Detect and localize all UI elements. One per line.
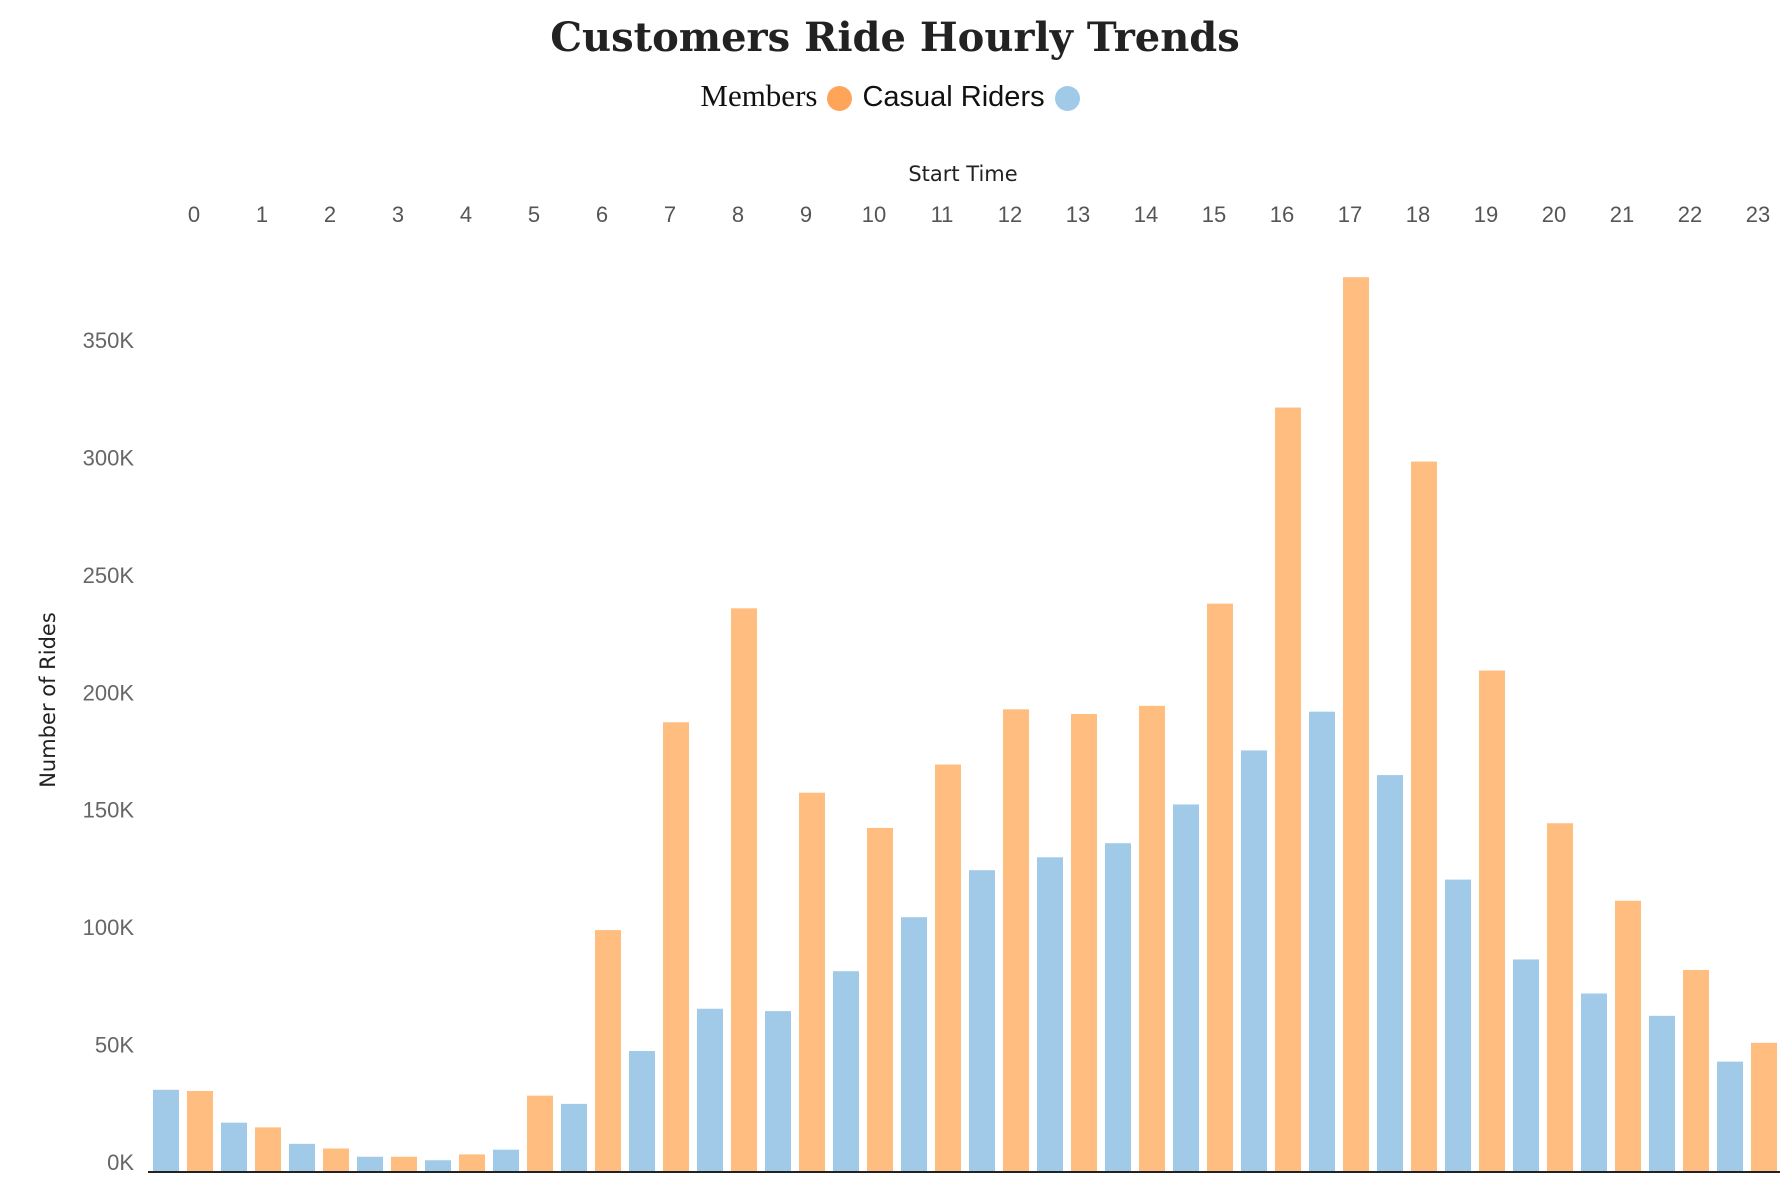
y-tick-label: 200K (83, 680, 135, 705)
bar-casual-riders-hour-4[interactable] (425, 1160, 451, 1172)
bar-members-hour-5[interactable] (527, 1095, 553, 1172)
y-tick-label: 0K (107, 1150, 134, 1175)
bar-casual-riders-hour-6[interactable] (561, 1103, 587, 1172)
x-tick-label: 15 (1202, 202, 1226, 227)
y-tick-label: 150K (83, 798, 135, 823)
bar-casual-riders-hour-8[interactable] (697, 1008, 723, 1172)
x-tick-label: 12 (998, 202, 1022, 227)
y-axis-title: Number of Rides (36, 612, 60, 788)
bar-casual-riders-hour-14[interactable] (1105, 843, 1131, 1172)
x-tick-label: 6 (596, 202, 608, 227)
x-tick-label: 8 (732, 202, 744, 227)
bar-casual-riders-hour-2[interactable] (289, 1143, 315, 1172)
bar-casual-riders-hour-17[interactable] (1309, 711, 1335, 1172)
x-tick-label: 10 (862, 202, 886, 227)
bar-members-hour-17[interactable] (1343, 277, 1369, 1172)
bar-casual-riders-hour-23[interactable] (1717, 1061, 1743, 1172)
bar-members-hour-0[interactable] (187, 1090, 213, 1172)
bar-members-hour-22[interactable] (1683, 970, 1709, 1172)
y-tick-label: 300K (83, 445, 135, 470)
legend-swatch-members (827, 86, 853, 111)
bar-members-hour-9[interactable] (799, 792, 825, 1172)
legend-swatch-casual-riders (1054, 86, 1080, 111)
x-tick-label: 17 (1338, 202, 1362, 227)
x-tick-label: 13 (1066, 202, 1090, 227)
x-tick-label: 3 (392, 202, 404, 227)
x-tick-label: 5 (528, 202, 540, 227)
x-tick-label: 21 (1610, 202, 1634, 227)
bar-casual-riders-hour-0[interactable] (153, 1089, 179, 1172)
bar-casual-riders-hour-13[interactable] (1037, 857, 1063, 1172)
bar-casual-riders-hour-16[interactable] (1241, 750, 1267, 1172)
bar-group (153, 277, 1777, 1172)
bar-members-hour-21[interactable] (1615, 900, 1641, 1172)
x-tick-label: 11 (931, 202, 954, 227)
bar-casual-riders-hour-3[interactable] (357, 1156, 383, 1172)
bar-members-hour-8[interactable] (731, 608, 757, 1172)
y-tick-label: 50K (95, 1033, 134, 1058)
bar-casual-riders-hour-19[interactable] (1445, 879, 1471, 1172)
bar-members-hour-12[interactable] (1003, 709, 1029, 1172)
bar-casual-riders-hour-21[interactable] (1581, 993, 1607, 1172)
x-tick-label: 14 (1134, 202, 1158, 227)
bar-members-hour-19[interactable] (1479, 670, 1505, 1172)
bar-members-hour-15[interactable] (1207, 603, 1233, 1172)
x-tick-label: 18 (1406, 202, 1430, 227)
bar-members-hour-1[interactable] (255, 1127, 281, 1172)
bar-members-hour-2[interactable] (323, 1148, 349, 1172)
legend-label-members[interactable]: Members (700, 78, 818, 113)
bar-casual-riders-hour-1[interactable] (221, 1122, 247, 1172)
legend[interactable]: Members Casual Riders (0, 78, 1790, 114)
x-tick-label: 2 (324, 202, 336, 227)
y-tick-label: 100K (83, 915, 135, 940)
bar-casual-riders-hour-12[interactable] (969, 870, 995, 1172)
y-tick-labels: 0K 50K 100K 150K 200K 250K 300K 350K (83, 328, 135, 1175)
x-tick-label: 1 (256, 202, 268, 227)
x-tick-label: 22 (1678, 202, 1702, 227)
bar-members-hour-23[interactable] (1751, 1042, 1777, 1172)
bar-members-hour-18[interactable] (1411, 461, 1437, 1172)
bar-casual-riders-hour-11[interactable] (901, 917, 927, 1172)
bar-casual-riders-hour-15[interactable] (1173, 804, 1199, 1172)
x-tick-label: 0 (188, 202, 200, 227)
bar-members-hour-16[interactable] (1275, 407, 1301, 1172)
bar-members-hour-13[interactable] (1071, 714, 1097, 1172)
chart-title: Customers Ride Hourly Trends (550, 14, 1240, 61)
bar-members-hour-20[interactable] (1547, 823, 1573, 1172)
x-tick-label: 4 (460, 202, 472, 227)
x-tick-label: 7 (664, 202, 676, 227)
x-tick-label: 9 (800, 202, 812, 227)
x-tick-label: 16 (1270, 202, 1294, 227)
bar-members-hour-11[interactable] (935, 764, 961, 1172)
bar-members-hour-14[interactable] (1139, 705, 1165, 1172)
bar-casual-riders-hour-22[interactable] (1649, 1015, 1675, 1172)
x-tick-labels: 0 1 2 3 4 5 6 7 8 9 10 11 12 13 14 15 16 17 18 19 20 21 22 23 (188, 202, 1770, 227)
x-tick-label: 20 (1542, 202, 1566, 227)
bar-casual-riders-hour-9[interactable] (765, 1011, 791, 1172)
bar-members-hour-3[interactable] (391, 1156, 417, 1172)
bar-casual-riders-hour-10[interactable] (833, 971, 859, 1172)
bar-members-hour-10[interactable] (867, 827, 893, 1172)
bar-casual-riders-hour-20[interactable] (1513, 959, 1539, 1172)
bar-members-hour-7[interactable] (663, 722, 689, 1172)
bar-casual-riders-hour-18[interactable] (1377, 775, 1403, 1172)
bar-casual-riders-hour-7[interactable] (629, 1051, 655, 1172)
y-tick-label: 350K (83, 328, 135, 353)
x-tick-label: 19 (1474, 202, 1498, 227)
bar-casual-riders-hour-5[interactable] (493, 1149, 519, 1172)
y-tick-label: 250K (83, 563, 135, 588)
legend-label-casual-riders[interactable]: Casual Riders (862, 81, 1045, 113)
bar-members-hour-4[interactable] (459, 1154, 485, 1172)
x-tick-label: 23 (1746, 202, 1770, 227)
x-axis-title: Start Time (908, 162, 1017, 186)
bar-members-hour-6[interactable] (595, 930, 621, 1172)
